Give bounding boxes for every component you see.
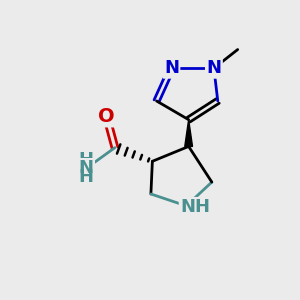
Text: H: H xyxy=(79,151,94,169)
Polygon shape xyxy=(185,120,193,146)
Text: H: H xyxy=(79,168,94,186)
Text: N: N xyxy=(79,159,94,177)
Text: N: N xyxy=(206,59,221,77)
Text: NH: NH xyxy=(180,198,210,216)
Text: O: O xyxy=(98,107,115,126)
Text: N: N xyxy=(164,59,179,77)
